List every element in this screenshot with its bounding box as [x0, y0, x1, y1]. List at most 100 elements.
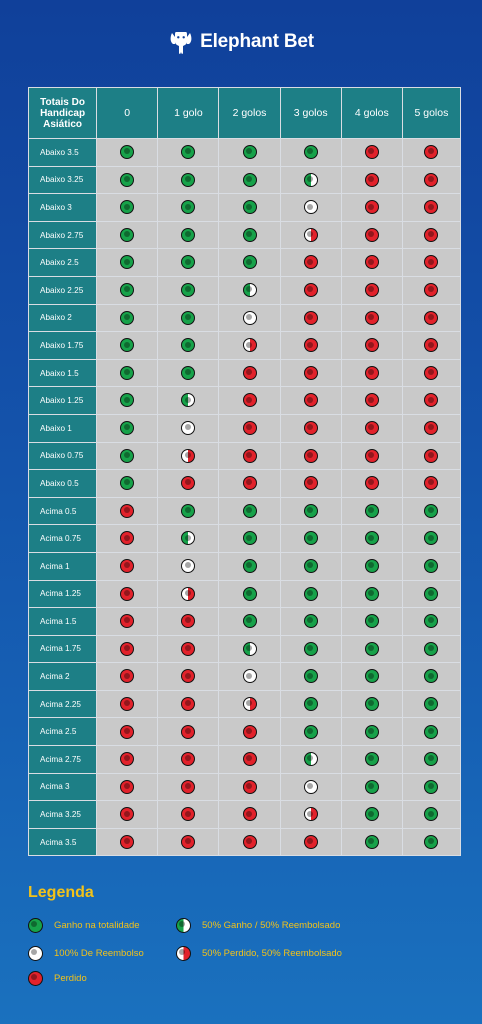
result-cell: [96, 358, 159, 388]
ball-win-icon: [424, 669, 439, 684]
row-label: Acima 0.75: [27, 524, 98, 553]
result-cell: [218, 827, 281, 857]
result-cell: [279, 165, 342, 195]
result-cell: [279, 772, 342, 802]
result-cell: [401, 827, 462, 857]
result-cell: [157, 386, 220, 415]
ball-lose-icon: [242, 724, 257, 739]
ball-lose-icon: [181, 807, 196, 822]
result-cell: [401, 689, 462, 719]
ball-lose-icon: [303, 421, 318, 435]
result-cell: [340, 193, 403, 222]
ball-win-icon: [424, 834, 439, 849]
result-cell: [157, 138, 220, 167]
legend-item-win: Ganho na totalidade: [28, 918, 140, 933]
ball-lose-icon: [242, 421, 257, 435]
ball-lose-icon: [424, 448, 439, 463]
result-cell: [157, 496, 220, 526]
ball-lose-icon: [424, 310, 439, 325]
result-cell: [401, 634, 462, 664]
result-cell: [218, 579, 281, 609]
table-row: Acima 2.75: [27, 745, 462, 774]
ball-lose-icon: [120, 834, 135, 849]
result-cell: [401, 358, 462, 388]
ball-win-icon: [364, 531, 379, 546]
ball-lose-icon: [120, 752, 135, 767]
result-cell: [279, 579, 342, 609]
result-cell: [340, 717, 403, 747]
ball-win-icon: [303, 614, 318, 629]
ball-win-icon: [120, 255, 135, 270]
table-row: Abaixo 1: [27, 413, 462, 443]
ball-win-icon: [242, 145, 257, 160]
ball-win-icon: [120, 227, 135, 242]
result-cell: [157, 634, 220, 664]
result-cell: [96, 303, 159, 333]
result-cell: [401, 524, 462, 553]
ball-lose-icon: [303, 338, 318, 353]
result-cell: [96, 441, 159, 471]
ball-halflose-icon: [242, 338, 257, 353]
ball-win-icon: [364, 779, 379, 794]
result-cell: [157, 303, 220, 333]
header-totals: Totais Do Handicap Asiático: [27, 87, 98, 139]
ball-halfwin-icon: [242, 641, 257, 656]
result-cell: [401, 220, 462, 250]
result-cell: [279, 275, 342, 305]
result-cell: [340, 551, 403, 581]
table-row: Abaixo 2.75: [27, 220, 462, 250]
row-label: Abaixo 1.25: [27, 386, 98, 415]
ball-lose-icon: [28, 971, 43, 986]
row-label: Abaixo 3.25: [27, 165, 98, 195]
ball-win-icon: [120, 200, 135, 215]
result-cell: [157, 331, 220, 360]
result-cell: [279, 469, 342, 498]
row-label: Abaixo 3.5: [27, 138, 98, 167]
result-cell: [96, 551, 159, 581]
result-cell: [218, 662, 281, 691]
table-row: Abaixo 2: [27, 303, 462, 333]
result-cell: [340, 469, 403, 498]
ball-lose-icon: [242, 752, 257, 767]
table-row: Acima 3.25: [27, 800, 462, 829]
ball-lose-icon: [424, 172, 439, 187]
ball-win-icon: [181, 283, 196, 298]
row-label: Abaixo 1.5: [27, 358, 98, 388]
result-cell: [157, 248, 220, 277]
ball-lose-icon: [303, 365, 318, 380]
row-label: Acima 2.5: [27, 717, 98, 747]
result-cell: [218, 275, 281, 305]
ball-lose-icon: [364, 365, 379, 380]
ball-lose-icon: [424, 393, 439, 408]
elephant-logo-icon: [170, 32, 192, 54]
ball-win-icon: [120, 476, 135, 491]
ball-win-icon: [242, 255, 257, 270]
legend-item-halfwin: 50% Ganho / 50% Reembolsado: [176, 918, 340, 933]
result-cell: [279, 662, 342, 691]
result-cell: [96, 138, 159, 167]
ball-win-icon: [120, 365, 135, 380]
result-cell: [218, 331, 281, 360]
row-label: Acima 2.25: [27, 689, 98, 719]
result-cell: [218, 469, 281, 498]
ball-lose-icon: [303, 393, 318, 408]
result-cell: [401, 275, 462, 305]
ball-win-icon: [120, 448, 135, 463]
result-cell: [96, 745, 159, 774]
ball-win-icon: [303, 696, 318, 711]
row-label: Acima 3: [27, 772, 98, 802]
ball-lose-icon: [181, 834, 196, 849]
legend-title: Legenda: [28, 884, 94, 901]
ball-lose-icon: [242, 807, 257, 822]
ball-lose-icon: [181, 669, 196, 684]
ball-lose-icon: [120, 779, 135, 794]
result-cell: [218, 717, 281, 747]
table-row: Acima 2: [27, 662, 462, 691]
result-cell: [157, 441, 220, 471]
ball-lose-icon: [181, 641, 196, 656]
row-label: Abaixo 1: [27, 413, 98, 443]
result-cell: [401, 303, 462, 333]
ball-halfwin-icon: [242, 283, 257, 298]
ball-win-icon: [364, 807, 379, 822]
result-cell: [96, 413, 159, 443]
